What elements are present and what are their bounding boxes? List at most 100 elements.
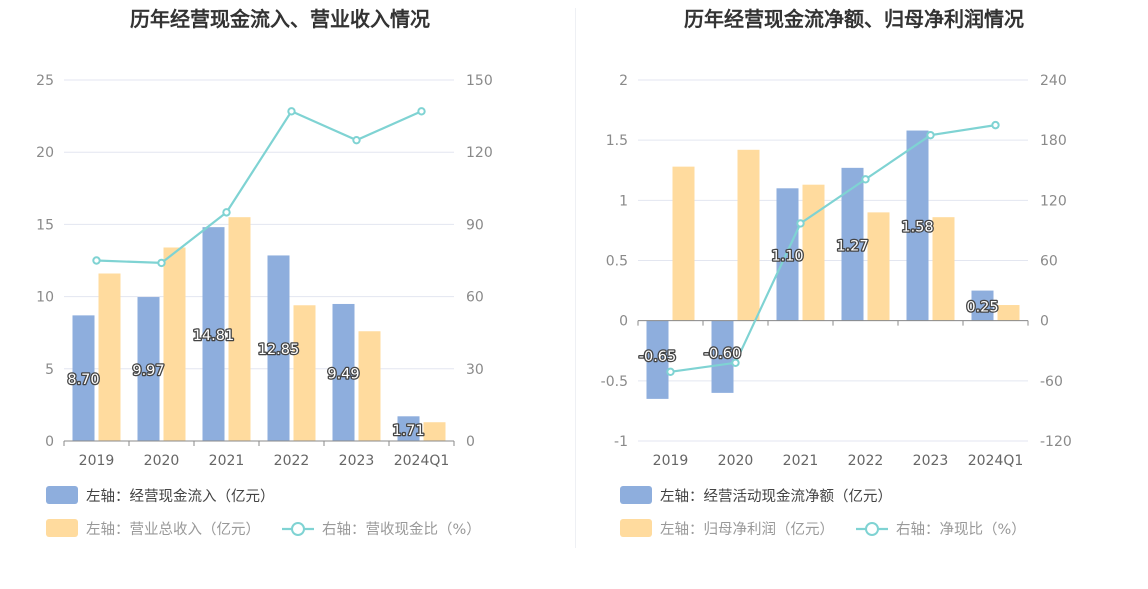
bar-right-series bbox=[228, 217, 251, 441]
left-axis-tick: 0 bbox=[45, 434, 54, 450]
x-axis-label: 2023 bbox=[339, 453, 375, 469]
chart-panel-net-cashflow-profit: 历年经营现金流净额、归母净利润情况 -1 -0.5 0 0.5 1 1.5 2 -120 -60 0… bbox=[574, 0, 1148, 589]
right-axis-tick: 90 bbox=[466, 217, 484, 233]
x-axis-label: 2019 bbox=[653, 453, 689, 469]
line-point bbox=[731, 358, 740, 367]
right-axis-tick: 180 bbox=[1040, 133, 1067, 149]
bar-right-series bbox=[802, 184, 825, 321]
bar-right-series bbox=[163, 247, 186, 441]
legend-label: 右轴：净现比（%） bbox=[896, 521, 1026, 538]
legend-swatch-line-marker bbox=[865, 522, 879, 536]
legend-label: 左轴：营业总收入（亿元） bbox=[86, 521, 260, 538]
left-axis-tick: 5 bbox=[45, 362, 54, 378]
x-axis-label: 2019 bbox=[79, 453, 115, 469]
right-axis-tick: 30 bbox=[466, 362, 484, 378]
right-axis-tick: 0 bbox=[466, 434, 475, 450]
x-axis-label: 2020 bbox=[718, 453, 754, 469]
legend-swatch-right-bar bbox=[46, 519, 78, 537]
legend-label: 左轴：经营现金流入（亿元） bbox=[86, 488, 275, 505]
right-axis-tick: 60 bbox=[466, 290, 484, 306]
bar-right-series bbox=[423, 422, 446, 441]
bar-right-series bbox=[867, 212, 890, 321]
line-point bbox=[991, 120, 1000, 130]
left-axis-tick: 0 bbox=[619, 314, 628, 330]
bar-right-series bbox=[98, 273, 121, 441]
line-series bbox=[96, 109, 422, 265]
left-axis-tick: 1 bbox=[619, 193, 628, 209]
x-axis-label: 2023 bbox=[913, 453, 949, 469]
chart-title: 历年经营现金流净额、归母净利润情况 bbox=[684, 7, 1024, 31]
chart-panel-cash-inflow-revenue: 历年经营现金流入、营业收入情况 0 5 10 15 20 25 0 30 60 90 120 150 20… bbox=[36, 7, 493, 538]
left-axis-tick: 0.5 bbox=[606, 254, 628, 270]
line-point bbox=[861, 175, 870, 184]
legend-label: 右轴：营收现金比（%） bbox=[322, 521, 481, 538]
left-axis-tick: 20 bbox=[36, 145, 54, 161]
right-axis-tick: 120 bbox=[466, 145, 493, 161]
right-axis-tick: -120 bbox=[1040, 434, 1072, 450]
chart-net-cashflow-profit: 历年经营现金流净额、归母净利润情况 -1 -0.5 0 0.5 1 1.5 2 -120 -60 0… bbox=[601, 7, 1072, 538]
right-axis-tick: 150 bbox=[466, 73, 493, 89]
line-point bbox=[157, 258, 166, 268]
bar-data-label: 0.25 bbox=[966, 300, 998, 316]
line-point bbox=[222, 208, 231, 217]
x-axis-label: 2024Q1 bbox=[394, 453, 450, 469]
bar-data-label: 12.85 bbox=[258, 342, 300, 358]
bar-right-series bbox=[997, 305, 1020, 321]
line-point bbox=[92, 256, 101, 265]
bar-left-series bbox=[711, 320, 734, 393]
bar-data-label: 1.27 bbox=[836, 238, 868, 254]
bar-left-series bbox=[841, 167, 864, 321]
line-point bbox=[926, 130, 935, 140]
legend-label: 左轴：经营活动现金流净额（亿元） bbox=[660, 488, 892, 505]
bar-right-series bbox=[737, 149, 760, 321]
bar-right-series bbox=[672, 166, 695, 321]
bar-left-series bbox=[332, 303, 355, 441]
x-axis-label: 2024Q1 bbox=[968, 453, 1024, 469]
bar-data-label: -0.60 bbox=[704, 346, 742, 362]
x-axis-label: 2021 bbox=[783, 453, 819, 469]
bar-data-label: 1.71 bbox=[392, 423, 424, 439]
left-axis-tick: 15 bbox=[36, 217, 54, 233]
right-axis-tick: 120 bbox=[1040, 193, 1067, 209]
left-axis-tick: -0.5 bbox=[601, 374, 628, 390]
left-axis-tick: 25 bbox=[36, 73, 54, 89]
bar-left-series bbox=[776, 188, 799, 321]
bar-right-series bbox=[358, 331, 381, 441]
bar-right-series bbox=[293, 305, 316, 441]
chart-title: 历年经营现金流入、营业收入情况 bbox=[130, 7, 430, 31]
legend-swatch-left-bar bbox=[46, 486, 78, 504]
bar-data-label: 9.97 bbox=[132, 363, 164, 379]
right-axis-tick: -60 bbox=[1040, 374, 1063, 390]
left-axis-tick: 2 bbox=[619, 73, 628, 89]
line-point bbox=[666, 367, 675, 377]
right-axis-tick: 240 bbox=[1040, 73, 1067, 89]
bar-right-series bbox=[932, 217, 955, 321]
x-axis-label: 2022 bbox=[274, 453, 310, 469]
bar-left-series bbox=[202, 227, 225, 441]
bar-data-label: -0.65 bbox=[639, 349, 677, 365]
left-axis-tick: -1 bbox=[614, 434, 628, 450]
bar-data-label: 1.58 bbox=[901, 220, 933, 236]
bar-left-series bbox=[137, 297, 160, 441]
line-point bbox=[796, 219, 805, 228]
legend-label: 左轴：归母净利润（亿元） bbox=[660, 521, 834, 538]
right-axis-tick: 60 bbox=[1040, 254, 1058, 270]
right-axis-tick: 0 bbox=[1040, 314, 1049, 330]
x-axis-label: 2022 bbox=[848, 453, 884, 469]
line-point bbox=[417, 107, 426, 116]
bar-left-series bbox=[267, 255, 290, 441]
line-point bbox=[287, 107, 296, 116]
legend-swatch-right-bar bbox=[620, 519, 652, 537]
bar-left-series bbox=[397, 416, 420, 441]
chart-cash-inflow-revenue: 历年经营现金流入、营业收入情况 0 5 10 15 20 25 0 30 60 90 120 150 20… bbox=[36, 7, 493, 538]
legend-swatch-left-bar bbox=[620, 486, 652, 504]
bar-left-series bbox=[906, 130, 929, 321]
line-point bbox=[352, 135, 361, 145]
bar-left-series bbox=[971, 290, 994, 321]
panel-divider bbox=[575, 8, 576, 548]
x-axis-label: 2020 bbox=[144, 453, 180, 469]
bar-data-label: 1.10 bbox=[771, 248, 803, 264]
bar-data-label: 8.70 bbox=[67, 372, 99, 388]
line-series bbox=[670, 124, 996, 373]
x-axis-label: 2021 bbox=[209, 453, 245, 469]
